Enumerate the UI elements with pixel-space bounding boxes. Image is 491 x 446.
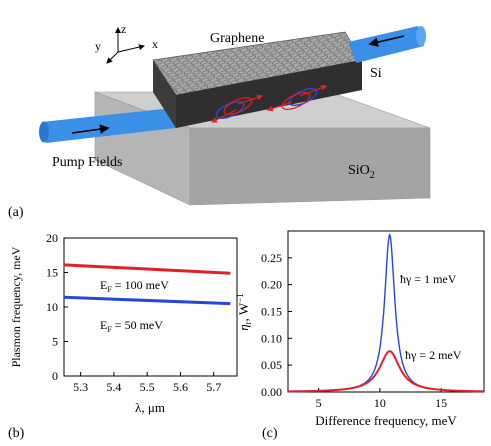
chart-c-ytick-label: 0.00 — [261, 385, 282, 399]
chart-b-annotation-100: EF = 100 meV — [100, 278, 169, 294]
chart-c-xlabel: Difference frequency, meV — [315, 413, 457, 428]
chart-c-xtick-label: 10 — [374, 396, 386, 410]
chart-c-ytick-label: 0.20 — [261, 278, 282, 292]
chart-b-frame — [63, 237, 238, 377]
chart-c-series-line — [288, 232, 484, 393]
chart-b-xlabel: λ, μm — [135, 400, 165, 415]
graphene-label: Graphene — [210, 31, 264, 46]
chart-b-ticks: 5.3 5.4 5.5 5.6 5.7 0 5 10 15 20 — [46, 231, 221, 394]
chart-c-ylabel: ηr, W−1 — [235, 293, 253, 331]
sio2-label: SiO2 — [348, 163, 375, 181]
panel-b-label: (b) — [8, 426, 25, 441]
chart-c-ticks: 5 10 15 0.00 0.05 0.10 0.15 0.20 0.25 — [261, 251, 447, 410]
chart-b-xtick-label: 5.4 — [106, 380, 121, 394]
right-fiber — [348, 26, 426, 63]
chart-b-ytick-label: 15 — [46, 266, 58, 280]
chart-b-ytick-label: 10 — [46, 300, 58, 314]
chart-b-series — [63, 263, 231, 306]
chart-b-xtick-label: 5.6 — [173, 380, 188, 394]
chart-b-xtick-label: 5.7 — [206, 380, 221, 394]
chart-c-annotation-1mev: ħγ = 1 meV — [400, 272, 457, 286]
chart-b-series-line — [63, 295, 231, 306]
chart-c-ytick-label: 0.10 — [261, 331, 282, 345]
chart-b-ytick-label: 5 — [52, 335, 58, 349]
chart-b-xtick-label: 5.5 — [140, 380, 155, 394]
axis-label-x: x — [152, 37, 158, 51]
panel-b-chart: 5.3 5.4 5.5 5.6 5.7 0 5 10 15 20 Plasmon frequenc… — [8, 231, 238, 441]
si-label: Si — [370, 66, 382, 81]
chart-c-ytick-label: 0.25 — [261, 251, 282, 265]
chart-b-series-line — [63, 263, 231, 275]
chart-b-ylabel: Plasmon frequency, meV — [9, 246, 23, 367]
chart-c-series — [288, 232, 484, 393]
panel-a-label: (a) — [8, 205, 24, 220]
chart-c-ytick-label: 0.05 — [261, 358, 282, 372]
chart-b-ytick-label: 20 — [46, 231, 58, 245]
sio2-slab-side — [189, 127, 431, 206]
panel-a-illustration: z x y Graphene Si Pump Fields SiO2 (a) — [8, 22, 431, 220]
chart-b-xtick-label: 5.3 — [73, 380, 88, 394]
panel-c-chart: 5 10 15 0.00 0.05 0.10 0.15 0.20 0.25 ηr, W−1 Di… — [235, 230, 485, 441]
axis-label-z: z — [121, 22, 126, 36]
waveguide-side — [176, 60, 362, 128]
chart-b-annotation-50: EF = 50 meV — [100, 318, 163, 334]
chart-c-series-line — [288, 350, 484, 393]
chart-c-xtick-label: 15 — [435, 396, 447, 410]
chart-c-ytick-label: 0.15 — [261, 305, 282, 319]
left-fiber — [39, 108, 176, 143]
chart-c-xtick-label: 5 — [316, 396, 322, 410]
waveguide-front — [153, 60, 176, 128]
chart-b-ytick-label: 0 — [52, 369, 58, 383]
pump-fields-label: Pump Fields — [52, 155, 122, 170]
chart-c-frame — [287, 230, 485, 393]
plasmon-field-loops — [210, 84, 328, 123]
axis-label-y: y — [95, 39, 101, 53]
panel-c-label: (c) — [262, 426, 278, 441]
chart-c-annotation-2mev: ħγ = 2 meV — [405, 348, 462, 362]
coordinate-axes: z x y — [95, 22, 158, 64]
